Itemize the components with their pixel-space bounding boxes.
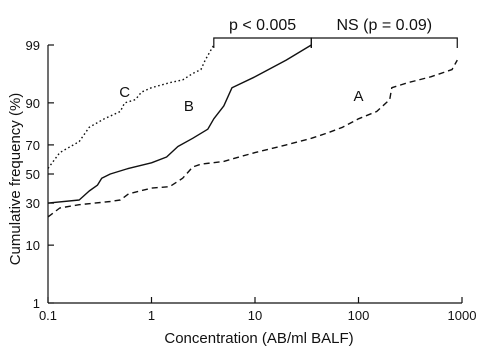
x-tick-label: 1000 [448,308,477,323]
x-axis-title: Concentration (AB/ml BALF) [164,330,353,347]
significance-bracket [213,37,312,48]
series-line-c [47,44,215,169]
series-line-a [47,59,458,218]
series-labels: A B C [119,84,363,115]
y-tick-label: 1 [33,296,40,311]
x-ticks: 0.1 1 10 100 1000 [39,297,477,323]
significance-annotations: p < 0.005 NS (p = 0.09) [213,17,458,48]
y-tick-label: 70 [26,138,40,153]
y-ticks: 1 10 30 50 70 90 99 [26,38,54,311]
y-tick-label: 90 [26,96,40,111]
series-label-a: A [353,88,363,105]
series-lines [47,44,458,218]
significance-bracket [310,37,458,48]
x-tick-label: 0.1 [39,308,57,323]
x-tick-label: 100 [348,308,370,323]
x-tick-label: 10 [248,308,262,323]
significance-label: NS (p = 0.09) [336,17,432,34]
y-tick-label: 99 [26,38,40,53]
significance-label: p < 0.005 [229,17,296,34]
y-axis-title: Cumulative frequency (%) [7,93,24,266]
y-tick-label: 10 [26,238,40,253]
series-label-b: B [184,98,194,115]
y-tick-label: 30 [26,196,40,211]
x-tick-label: 1 [148,308,155,323]
series-line-b [47,44,312,204]
series-label-c: C [119,84,130,101]
y-tick-label: 50 [26,167,40,182]
